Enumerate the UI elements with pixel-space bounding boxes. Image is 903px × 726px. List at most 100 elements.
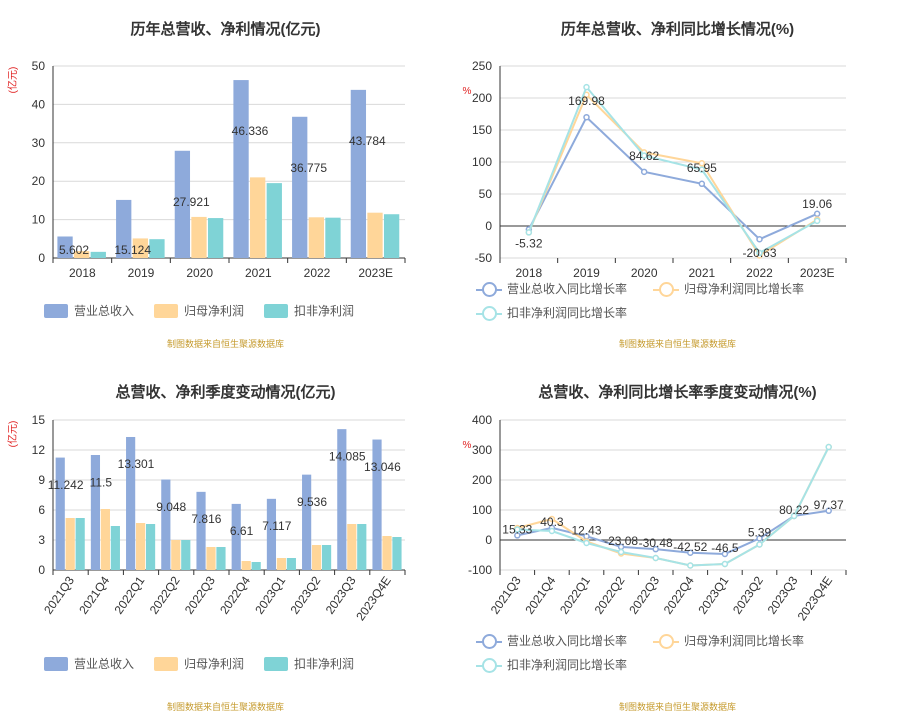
legend-item[interactable]: 营业总收入同比增长率 bbox=[476, 280, 627, 297]
bar-parent-net-profit bbox=[241, 561, 251, 570]
legend-item[interactable]: 扣非净利润 bbox=[264, 302, 354, 319]
data-label: -42.52 bbox=[673, 540, 707, 554]
bar-revenue bbox=[233, 80, 249, 258]
bar-parent-net-profit bbox=[136, 523, 146, 570]
series-line-parent-net-profit-growth bbox=[527, 93, 818, 257]
data-point bbox=[698, 160, 706, 167]
legend-swatch bbox=[476, 305, 502, 321]
y-tick-label: 150 bbox=[472, 123, 492, 137]
source-note: 制图数据来自恒生聚源数据库 bbox=[166, 339, 284, 349]
y-tick-label: 100 bbox=[472, 155, 492, 169]
data-label: 27.921 bbox=[173, 195, 210, 209]
y-tick-label: 200 bbox=[472, 473, 492, 487]
legend-item[interactable]: 营业总收入 bbox=[44, 302, 134, 319]
x-tick-label: 2023E bbox=[800, 266, 835, 280]
data-label: 80.22 bbox=[779, 503, 809, 517]
bar-parent-net-profit bbox=[65, 518, 75, 570]
annual-growth-line-chart: -50 0 50 100 150 200 250% 2018 2019 2020 2021 2022 2… bbox=[463, 59, 847, 280]
data-point bbox=[583, 539, 590, 547]
legend-item[interactable]: 归母净利润同比增长率 bbox=[653, 632, 804, 649]
data-label: -30.48 bbox=[639, 536, 673, 550]
y-tick-label: 200 bbox=[472, 91, 492, 105]
data-point bbox=[514, 532, 521, 539]
legend-label: 归母净利润 bbox=[184, 304, 245, 318]
source-note: 制图数据来自恒生聚源数据库 bbox=[618, 339, 736, 349]
bar-parent-net-profit bbox=[74, 251, 90, 258]
legend-item[interactable]: 营业总收入同比增长率 bbox=[476, 632, 627, 649]
series-line-revenue-growth bbox=[527, 115, 818, 241]
data-label: 65.95 bbox=[687, 161, 717, 175]
bar-parent-net-profit bbox=[171, 540, 181, 570]
chart-title: 历年总营收、净利情况(亿元) bbox=[130, 21, 321, 38]
y-tick-label: 3 bbox=[38, 533, 45, 547]
x-tick-label: 2021 bbox=[688, 266, 715, 280]
legend-item[interactable]: 扣非净利润同比增长率 bbox=[476, 656, 627, 673]
data-point bbox=[548, 527, 556, 535]
y-tick-label: 15 bbox=[32, 413, 46, 427]
bar-deducted-net-profit bbox=[266, 183, 282, 258]
series-line-deducted-net-profit-growth bbox=[527, 85, 818, 255]
x-tick-label: 2019 bbox=[573, 266, 600, 280]
data-label: 40.3 bbox=[540, 515, 564, 529]
bar-revenue bbox=[196, 491, 206, 570]
legend-swatch bbox=[653, 281, 679, 297]
data-point bbox=[813, 210, 821, 218]
bar-revenue bbox=[266, 498, 277, 570]
x-tick-label: 2020 bbox=[186, 266, 213, 280]
y-tick-label: 50 bbox=[479, 187, 493, 201]
data-point bbox=[698, 166, 706, 173]
data-label: 13.046 bbox=[364, 460, 401, 474]
y-tick-label: -50 bbox=[475, 251, 493, 265]
data-point bbox=[825, 443, 832, 451]
legend-item[interactable]: 扣非净利润 bbox=[264, 655, 354, 672]
data-point bbox=[640, 152, 648, 159]
source-note: 制图数据来自恒生聚源数据库 bbox=[618, 702, 736, 712]
chart-title: 总营收、净利同比增长率季度变动情况(%) bbox=[538, 384, 817, 401]
bar-revenue bbox=[337, 429, 347, 570]
y-tick-label: 9 bbox=[38, 473, 45, 487]
bar-deducted-net-profit bbox=[392, 537, 402, 570]
x-tick-label: 2021Q4 bbox=[76, 573, 112, 616]
legend-label: 营业总收入 bbox=[74, 304, 135, 318]
bar-deducted-net-profit bbox=[75, 518, 85, 570]
legend-label: 扣非净利润 bbox=[294, 657, 355, 671]
data-point bbox=[687, 549, 694, 557]
x-tick-label: 2021Q3 bbox=[488, 573, 524, 616]
bar-deducted-net-profit bbox=[90, 251, 106, 258]
data-label: 7.816 bbox=[191, 512, 221, 526]
bar-deducted-net-profit bbox=[325, 217, 341, 258]
data-point bbox=[617, 548, 625, 556]
data-point bbox=[813, 217, 821, 225]
x-tick-label: 2022 bbox=[304, 266, 331, 280]
y-axis-label: (亿元) bbox=[6, 421, 19, 448]
x-tick-label: 2022Q2 bbox=[592, 573, 628, 616]
y-tick-label: 50 bbox=[32, 59, 46, 73]
x-tick-label: 2022 bbox=[746, 266, 773, 280]
bar-deducted-net-profit bbox=[321, 545, 332, 570]
legend-item[interactable]: 归母净利润 bbox=[154, 302, 244, 319]
legend-item[interactable]: 归母净利润 bbox=[154, 655, 244, 672]
bar-parent-net-profit bbox=[276, 558, 286, 570]
legend-item[interactable]: 扣非净利润同比增长率 bbox=[476, 304, 627, 321]
bar-deducted-net-profit bbox=[251, 562, 261, 570]
y-axis-label: (亿元) bbox=[6, 67, 19, 94]
data-point bbox=[790, 512, 798, 520]
x-tick-label: 2022Q1 bbox=[557, 573, 593, 616]
panel-annual-revenue-profit: 历年总营收、净利情况(亿元) 0 10 20 30 40 50 (亿元) 2018 2019 20… bbox=[0, 0, 451, 363]
y-axis-label: % bbox=[463, 440, 472, 451]
y-tick-label: -100 bbox=[468, 563, 492, 577]
x-tick-label: 2023Q3 bbox=[765, 573, 801, 616]
legend-item[interactable]: 归母净利润同比增长率 bbox=[653, 280, 804, 297]
data-point bbox=[640, 168, 648, 176]
y-tick-label: 400 bbox=[472, 413, 492, 427]
data-point bbox=[721, 560, 729, 568]
y-tick-label: 100 bbox=[472, 503, 492, 517]
legend-swatch bbox=[264, 656, 288, 671]
x-tick-label: 2023Q2 bbox=[730, 573, 766, 616]
data-label: -5.32 bbox=[515, 236, 543, 250]
legend-item[interactable]: 营业总收入 bbox=[44, 655, 134, 672]
source-note: 制图数据来自恒生聚源数据库 bbox=[166, 702, 284, 712]
data-label: 15.33 bbox=[502, 522, 532, 536]
x-tick-label: 2022Q3 bbox=[182, 573, 218, 616]
legend-label: 扣非净利润 bbox=[294, 304, 355, 318]
